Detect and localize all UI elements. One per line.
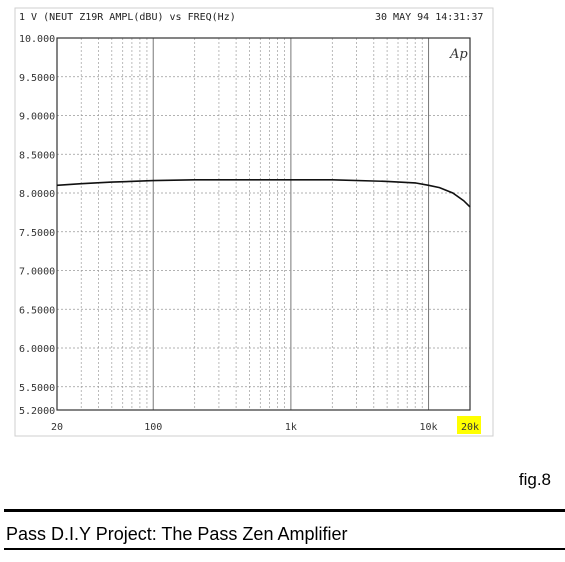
- y-tick-label: 6.0000: [19, 344, 55, 355]
- x-tick-label: 1k: [285, 422, 297, 433]
- y-tick-label: 7.5000: [19, 228, 55, 239]
- y-tick-label: 6.5000: [19, 305, 55, 316]
- x-tick-label: 20: [51, 422, 63, 433]
- y-tick-labels: 10.000 9.5000 9.0000 8.5000 8.0000 7.5000 7.00…: [19, 34, 55, 417]
- bottom-rule: [4, 548, 565, 550]
- y-tick-label: 7.0000: [19, 267, 55, 278]
- top-rule: [4, 509, 565, 512]
- y-tick-label: 9.0000: [19, 112, 55, 123]
- series-line: [56, 179, 471, 208]
- scan-border: [14, 7, 494, 437]
- x-tick-label: 10k: [420, 422, 438, 433]
- x-tick-label: 20k: [461, 422, 479, 433]
- y-tick-label: 8.0000: [19, 189, 55, 200]
- frequency-response-chart: 10.000 9.5000 9.0000 8.5000 8.0000 7.5000 7.00…: [14, 7, 494, 437]
- figure-label: fig.8: [518, 470, 551, 489]
- y-tick-label: 5.5000: [19, 383, 55, 394]
- page-caption: Pass D.I.Y Project: The Pass Zen Amplifi…: [6, 524, 348, 544]
- y-tick-label: 5.2000: [19, 406, 55, 417]
- chart-header-timestamp: 30 MAY 94 14:31:37: [375, 12, 484, 23]
- y-tick-label: 9.5000: [19, 73, 55, 84]
- chart-header-left: 1 V (NEUT Z19R AMPL(dBU) vs FREQ(Hz): [19, 12, 236, 23]
- y-tick-label: 10.000: [19, 34, 55, 45]
- plot-frame: [56, 37, 471, 411]
- x-tick-labels: 20 100 1k 10k 20k: [51, 416, 481, 434]
- x-tick-label: 100: [144, 422, 162, 433]
- ap-logo: Ap: [449, 47, 468, 62]
- grid: [56, 37, 471, 411]
- highlight-20k: [457, 416, 481, 434]
- y-tick-label: 8.5000: [19, 150, 55, 161]
